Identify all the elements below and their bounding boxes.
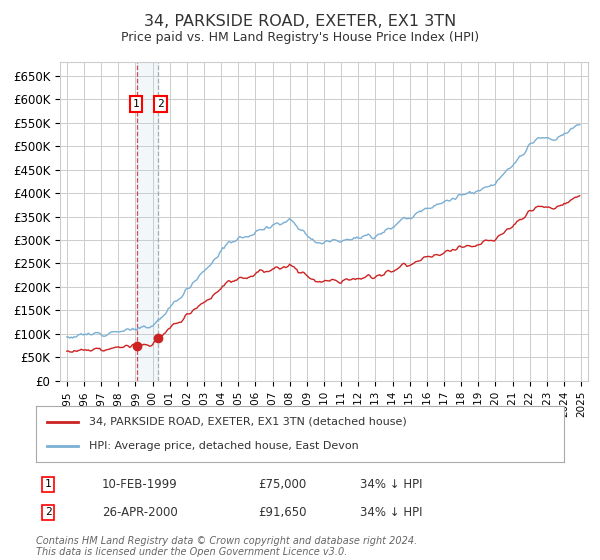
Text: 34, PARKSIDE ROAD, EXETER, EX1 3TN (detached house): 34, PARKSIDE ROAD, EXETER, EX1 3TN (deta… [89, 417, 407, 427]
Bar [137, 62, 158, 381]
Text: 34% ↓ HPI: 34% ↓ HPI [360, 506, 422, 519]
Text: 34, PARKSIDE ROAD, EXETER, EX1 3TN: 34, PARKSIDE ROAD, EXETER, EX1 3TN [144, 14, 456, 29]
Text: £75,000: £75,000 [258, 478, 306, 491]
Text: 34% ↓ HPI: 34% ↓ HPI [360, 478, 422, 491]
Text: 1: 1 [44, 479, 52, 489]
Text: 2: 2 [157, 99, 164, 109]
Text: Contains HM Land Registry data © Crown copyright and database right 2024.
This d: Contains HM Land Registry data © Crown c… [36, 535, 417, 557]
Text: 1: 1 [133, 99, 139, 109]
Text: £91,650: £91,650 [258, 506, 307, 519]
Text: 26-APR-2000: 26-APR-2000 [102, 506, 178, 519]
Text: 10-FEB-1999: 10-FEB-1999 [102, 478, 178, 491]
Text: HPI: Average price, detached house, East Devon: HPI: Average price, detached house, East… [89, 441, 359, 451]
Text: Price paid vs. HM Land Registry's House Price Index (HPI): Price paid vs. HM Land Registry's House … [121, 31, 479, 44]
Text: 2: 2 [44, 507, 52, 517]
